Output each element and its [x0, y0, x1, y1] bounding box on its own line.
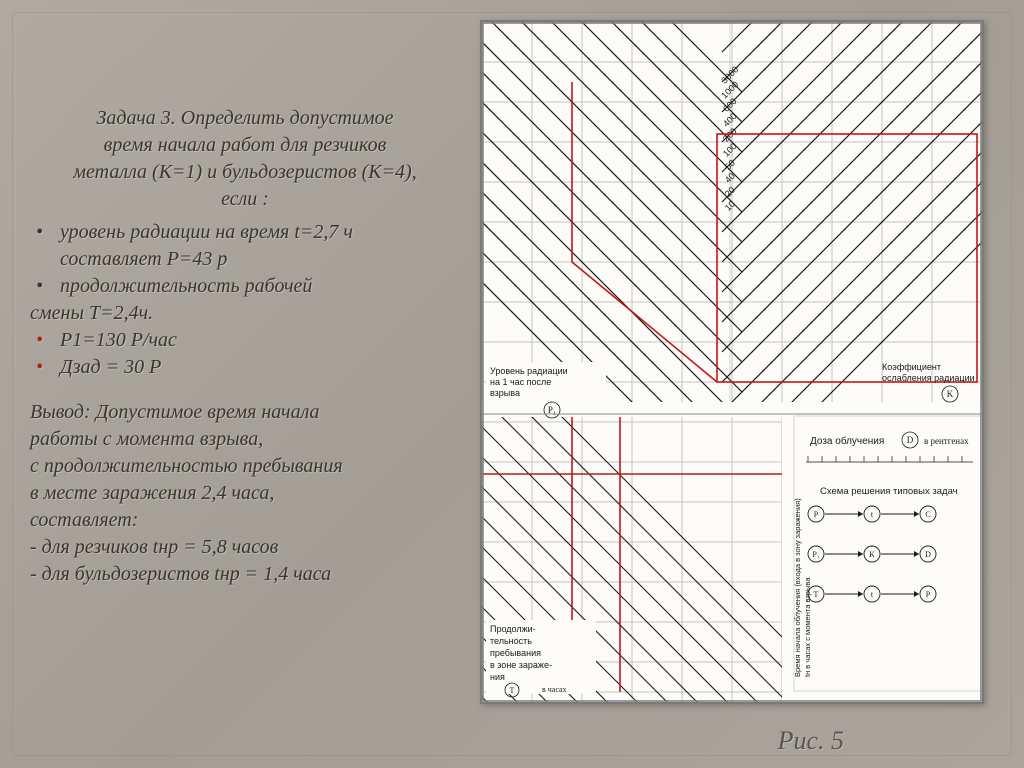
svg-text:в рентгенах: в рентгенах — [924, 436, 969, 446]
svg-text:K: K — [869, 550, 875, 559]
task-title-line: Задача 3. Определить допустимое — [30, 105, 460, 132]
task-title: Задача 3. Определить допустимоевремя нач… — [30, 105, 460, 213]
svg-text:D: D — [907, 435, 914, 445]
svg-text:Схема решения типовых задач: Схема решения типовых задач — [820, 486, 958, 497]
svg-text:P: P — [814, 510, 819, 519]
svg-text:K: K — [947, 389, 954, 399]
svg-text:P₁: P₁ — [812, 550, 819, 559]
svg-text:Продолжи-: Продолжи- — [490, 624, 536, 634]
task-bullet: Дзад = 30 Р — [30, 354, 460, 381]
svg-text:ослабления радиации: ослабления радиации — [882, 373, 975, 383]
task-bullet-continuation: смены Т=2,4ч. — [30, 300, 460, 327]
svg-text:на 1 час после: на 1 час после — [490, 377, 551, 387]
svg-text:Коэффициент: Коэффициент — [882, 362, 941, 372]
task-title-line: если : — [30, 186, 460, 213]
task-bullet: уровень радиации на время t=2,7 чсоставл… — [30, 219, 460, 273]
svg-text:T: T — [510, 686, 515, 695]
conclusion-line: работы с момента взрыва, — [30, 426, 460, 453]
svg-text:в часах: в часах — [542, 685, 567, 694]
svg-text:в зоне зараже-: в зоне зараже- — [490, 660, 552, 670]
slide: Задача 3. Определить допустимоевремя нач… — [0, 0, 1024, 768]
svg-text:Доза облучения: Доза облучения — [810, 435, 884, 447]
conclusion-line: с продолжительностью пребывания — [30, 453, 460, 480]
svg-text:Время начала облучения (входа: Время начала облучения (входа в зону зар… — [793, 498, 802, 677]
svg-text:тельность: тельность — [490, 636, 532, 646]
task-title-line: металла (К=1) и бульдозеристов (К=4), — [30, 159, 460, 186]
svg-text:T: T — [814, 590, 819, 599]
task-bullet: продолжительность рабочей — [30, 273, 460, 300]
task-conclusion: Вывод: Допустимое время начала работы с … — [30, 399, 460, 588]
figure-caption: Рис. 5 — [778, 726, 844, 756]
text-column: Задача 3. Определить допустимоевремя нач… — [30, 105, 460, 588]
nomogram-figure: 3000100060040020010050402010Уровень ради… — [480, 20, 984, 704]
conclusion-line: Вывод: Допустимое время начала — [30, 399, 460, 426]
task-bullets: уровень радиации на время t=2,7 чсоставл… — [30, 219, 460, 381]
conclusion-line: составляет: — [30, 507, 460, 534]
svg-text:C: C — [925, 510, 930, 519]
svg-text:Уровень радиации: Уровень радиации — [490, 366, 568, 376]
conclusion-line: - для резчиков tнр = 5,8 часов — [30, 534, 460, 561]
nomogram-svg: 3000100060040020010050402010Уровень ради… — [482, 22, 982, 702]
task-title-line: время начала работ для резчиков — [30, 132, 460, 159]
svg-text:tн в часах с момента взрыва: tн в часах с момента взрыва — [803, 577, 812, 677]
svg-text:ния: ния — [490, 672, 505, 682]
task-bullet: Р1=130 Р/час — [30, 327, 460, 354]
svg-text:D: D — [925, 550, 931, 559]
conclusion-line: - для бульдозеристов tнр = 1,4 часа — [30, 561, 460, 588]
svg-text:P: P — [926, 590, 931, 599]
svg-text:пребывания: пребывания — [490, 648, 541, 658]
svg-text:взрыва: взрыва — [490, 388, 520, 398]
conclusion-line: в месте заражения 2,4 часа, — [30, 480, 460, 507]
